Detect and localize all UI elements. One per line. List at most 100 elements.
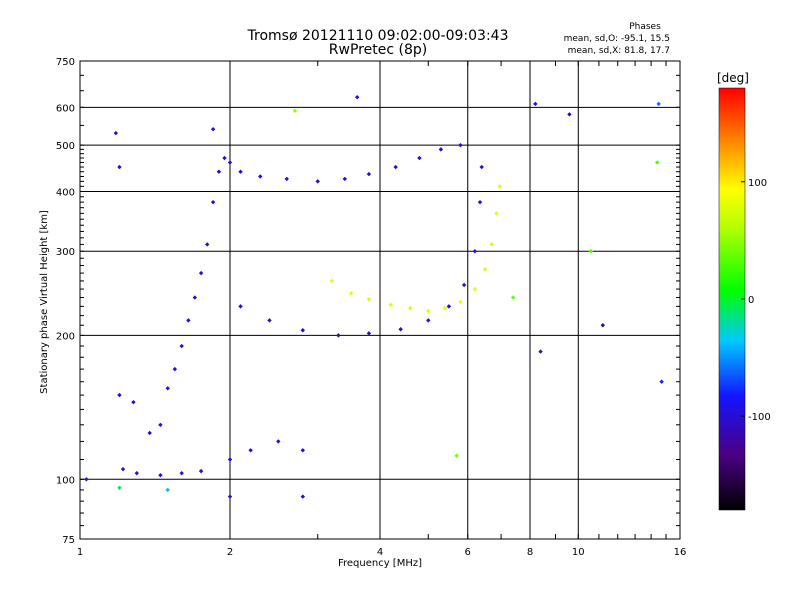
scatter-point xyxy=(315,179,320,184)
scatter-point xyxy=(134,470,139,476)
scatter-point xyxy=(172,366,178,372)
scatter-point xyxy=(131,399,136,405)
scatter-point xyxy=(117,485,122,490)
scatter-point xyxy=(388,302,393,307)
colorbar-tick-label: 100 xyxy=(748,178,767,189)
scatter-point xyxy=(588,249,594,254)
scatter-point xyxy=(656,101,661,107)
scatter-point xyxy=(446,304,452,309)
colorbar-ticks: 100 0 -100 xyxy=(741,178,771,423)
scatter-point xyxy=(204,242,210,247)
colorbar xyxy=(718,87,746,511)
y-tick-label: 100 xyxy=(56,475,75,486)
y-tick-label: 400 xyxy=(56,187,75,198)
scatter-point xyxy=(458,142,463,148)
phases-stat-x: mean, sd,X: 81.8, 17.7 xyxy=(568,46,670,56)
chart-title: Tromsø 20121110 09:02:00-09:03:43 xyxy=(247,28,509,44)
scatter-point xyxy=(348,291,354,296)
scatter-point xyxy=(472,286,478,292)
scatter-point xyxy=(276,439,281,444)
x-tick-label: 8 xyxy=(527,547,533,558)
scatter-point xyxy=(461,282,467,288)
scatter-point xyxy=(158,472,163,478)
x-tick-label: 1 xyxy=(77,547,83,558)
axis-ticks: 1 2 4 6 8 10 16 75 100 200 300 400 500 600 750 xyxy=(56,57,686,558)
y-tick-label: 500 xyxy=(56,141,75,152)
scatter-point xyxy=(198,270,204,276)
scatter-point xyxy=(510,295,516,300)
scatter-point xyxy=(454,453,459,458)
scatter-point xyxy=(300,448,306,453)
x-tick-label: 10 xyxy=(572,547,585,558)
scatter-point xyxy=(472,249,478,254)
scatter-point xyxy=(366,171,372,177)
scatter-point xyxy=(258,174,263,179)
scatter-point xyxy=(267,318,272,323)
scatter-point xyxy=(227,457,233,462)
scatter-point xyxy=(238,304,243,309)
scatter-point xyxy=(222,155,227,161)
scatter-point xyxy=(354,94,360,100)
scatter-point xyxy=(113,130,119,136)
grid-lines xyxy=(80,61,680,539)
scatter-point xyxy=(408,305,413,311)
chart-subtitle: RwPretec (8p) xyxy=(329,42,427,58)
scatter-point xyxy=(538,349,543,354)
colorbar-label: [deg] xyxy=(717,71,749,85)
colorbar-tick-label: -100 xyxy=(748,412,771,423)
scatter-point xyxy=(179,343,184,349)
scatter-point xyxy=(342,176,348,182)
scatter-point xyxy=(477,199,483,205)
scatter-point xyxy=(227,160,233,165)
scatter-point xyxy=(482,267,488,272)
scatter-point xyxy=(489,242,494,247)
scatter-point xyxy=(216,169,222,174)
x-tick-label: 4 xyxy=(377,547,383,558)
scatter-point xyxy=(120,466,126,472)
scatter-point xyxy=(117,392,122,398)
scatter-point xyxy=(366,297,372,302)
x-tick-label: 16 xyxy=(674,547,687,558)
scatter-point xyxy=(179,470,184,476)
scatter-point xyxy=(210,199,216,205)
scatter-point xyxy=(284,176,289,182)
scatter-point xyxy=(227,494,233,499)
scatter-point xyxy=(117,164,122,170)
y-tick-label: 200 xyxy=(56,331,75,342)
scatter-points xyxy=(84,94,664,499)
scatter-point xyxy=(165,487,170,493)
scatter-point xyxy=(659,379,664,384)
scatter-point xyxy=(393,164,398,170)
scatter-point xyxy=(210,126,216,132)
colorbar-tick-label: 0 xyxy=(748,295,754,306)
scatter-point xyxy=(438,147,444,152)
scatter-point xyxy=(494,211,499,216)
scatter-point xyxy=(84,477,89,482)
scatter-point xyxy=(479,164,484,170)
y-tick-label: 600 xyxy=(56,103,75,114)
scatter-point xyxy=(654,160,660,165)
y-tick-label: 300 xyxy=(56,247,75,258)
scatter-point xyxy=(238,169,243,174)
scatter-point xyxy=(497,184,502,189)
scatter-point xyxy=(426,308,431,314)
scatter-point xyxy=(426,318,431,323)
y-tick-label: 75 xyxy=(62,535,75,546)
scatter-point xyxy=(533,101,538,107)
x-axis-label: Frequency [MHz] xyxy=(338,558,422,569)
scatter-point xyxy=(248,448,253,453)
scatter-point xyxy=(567,112,572,117)
phases-title: Phases xyxy=(629,22,661,32)
scatter-point xyxy=(458,299,463,305)
scatter-point xyxy=(300,328,306,333)
scatter-point xyxy=(336,333,341,338)
scatter-point xyxy=(398,327,403,332)
scatter-point xyxy=(186,318,191,323)
scatter-point xyxy=(366,331,372,336)
scatter-point xyxy=(158,422,163,428)
x-tick-label: 2 xyxy=(227,547,233,558)
scatter-point xyxy=(192,295,198,300)
scatter-point xyxy=(300,494,306,499)
phases-stat-o: mean, sd,O: -95.1, 15.5 xyxy=(564,34,670,44)
